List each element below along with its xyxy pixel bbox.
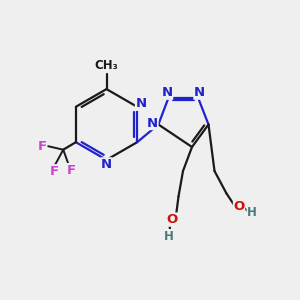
- Text: F: F: [50, 165, 59, 178]
- Text: F: F: [67, 164, 76, 177]
- Text: N: N: [194, 86, 205, 99]
- Text: O: O: [233, 200, 245, 213]
- Text: CH₃: CH₃: [94, 59, 118, 72]
- Text: N: N: [147, 116, 158, 130]
- Text: O: O: [166, 213, 178, 226]
- Text: F: F: [38, 140, 47, 153]
- Text: N: N: [161, 86, 173, 99]
- Text: N: N: [101, 158, 112, 171]
- Text: H: H: [247, 206, 257, 219]
- Text: N: N: [136, 97, 147, 110]
- Text: H: H: [164, 230, 174, 243]
